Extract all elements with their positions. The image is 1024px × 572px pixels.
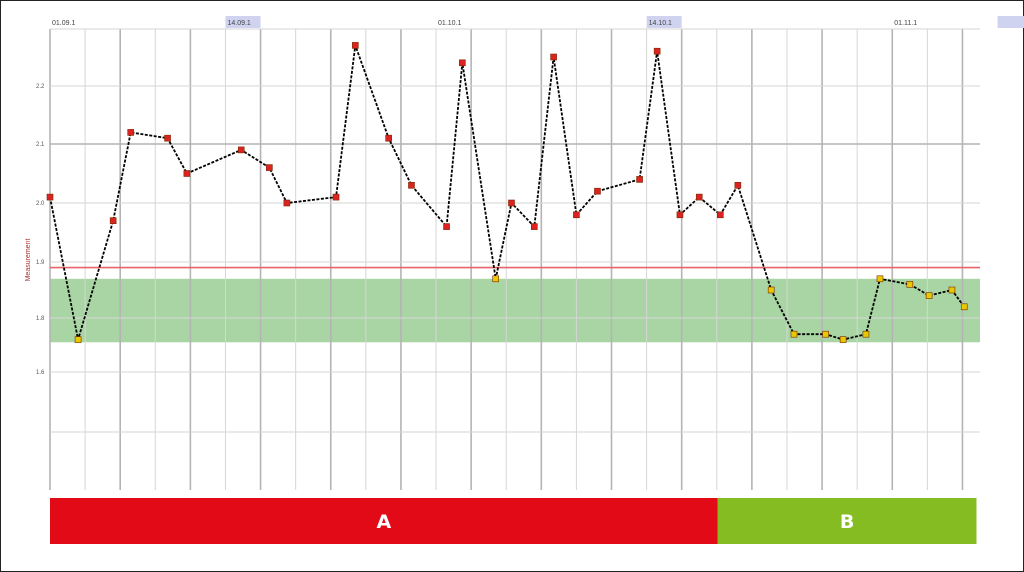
- data-point: [352, 42, 359, 49]
- data-point: [717, 211, 724, 219]
- shaded-column-header: [225, 16, 261, 28]
- data-point: [653, 47, 661, 55]
- data-point: [443, 223, 450, 230]
- data-point: [839, 336, 847, 343]
- y-axis-label: Measurement: [25, 239, 32, 282]
- data-point: [573, 211, 580, 219]
- data-point: [237, 146, 245, 154]
- data-point: [550, 53, 557, 61]
- data-point: [332, 193, 340, 201]
- data-point: [948, 286, 956, 294]
- data-point: [734, 182, 742, 189]
- x-tick-label: 01.09.1: [52, 20, 75, 27]
- y-tick-label: 2.0: [36, 201, 45, 207]
- data-point: [459, 59, 466, 67]
- target-band: [50, 278, 980, 343]
- data-point: [164, 134, 171, 142]
- x-tick-label: 01.11.1: [894, 20, 917, 27]
- data-point: [385, 134, 392, 142]
- x-tick-label: 14.10.1: [649, 20, 672, 27]
- data-point: [960, 303, 968, 311]
- data-point: [594, 187, 601, 195]
- phase-bar-b: [717, 498, 977, 544]
- shaded-column-header: [646, 16, 682, 28]
- data-point: [822, 330, 829, 338]
- data-point: [531, 223, 538, 230]
- data-point: [408, 182, 415, 189]
- data-point: [266, 164, 273, 171]
- data-point: [183, 170, 191, 177]
- data-point: [676, 211, 684, 219]
- y-tick-label: 2.2: [36, 84, 45, 90]
- data-point: [46, 193, 54, 201]
- data-point: [508, 199, 515, 207]
- data-point: [636, 176, 643, 183]
- x-tick-label: 01.10.1: [438, 20, 461, 27]
- phase-bar-a: [50, 498, 718, 544]
- data-point: [492, 275, 499, 283]
- phase-label-b: B: [840, 511, 854, 533]
- y-tick-label: 1.6: [36, 370, 45, 376]
- data-point: [876, 275, 884, 283]
- data-point: [906, 281, 914, 288]
- data-point: [109, 217, 117, 224]
- data-point: [74, 336, 82, 343]
- data-point: [925, 292, 933, 299]
- shaded-column-header: [997, 16, 1024, 28]
- y-tick-label: 1.8: [36, 316, 45, 322]
- y-tick-label: 1.9: [36, 260, 45, 266]
- data-point: [127, 129, 135, 136]
- data-point: [767, 286, 775, 294]
- data-point: [283, 199, 291, 207]
- data-point: [695, 193, 703, 201]
- x-tick-label: 14.09.1: [227, 20, 250, 27]
- data-point: [862, 330, 870, 338]
- phase-label-a: A: [377, 511, 392, 533]
- data-point: [790, 330, 798, 338]
- y-tick-label: 2.1: [36, 142, 45, 148]
